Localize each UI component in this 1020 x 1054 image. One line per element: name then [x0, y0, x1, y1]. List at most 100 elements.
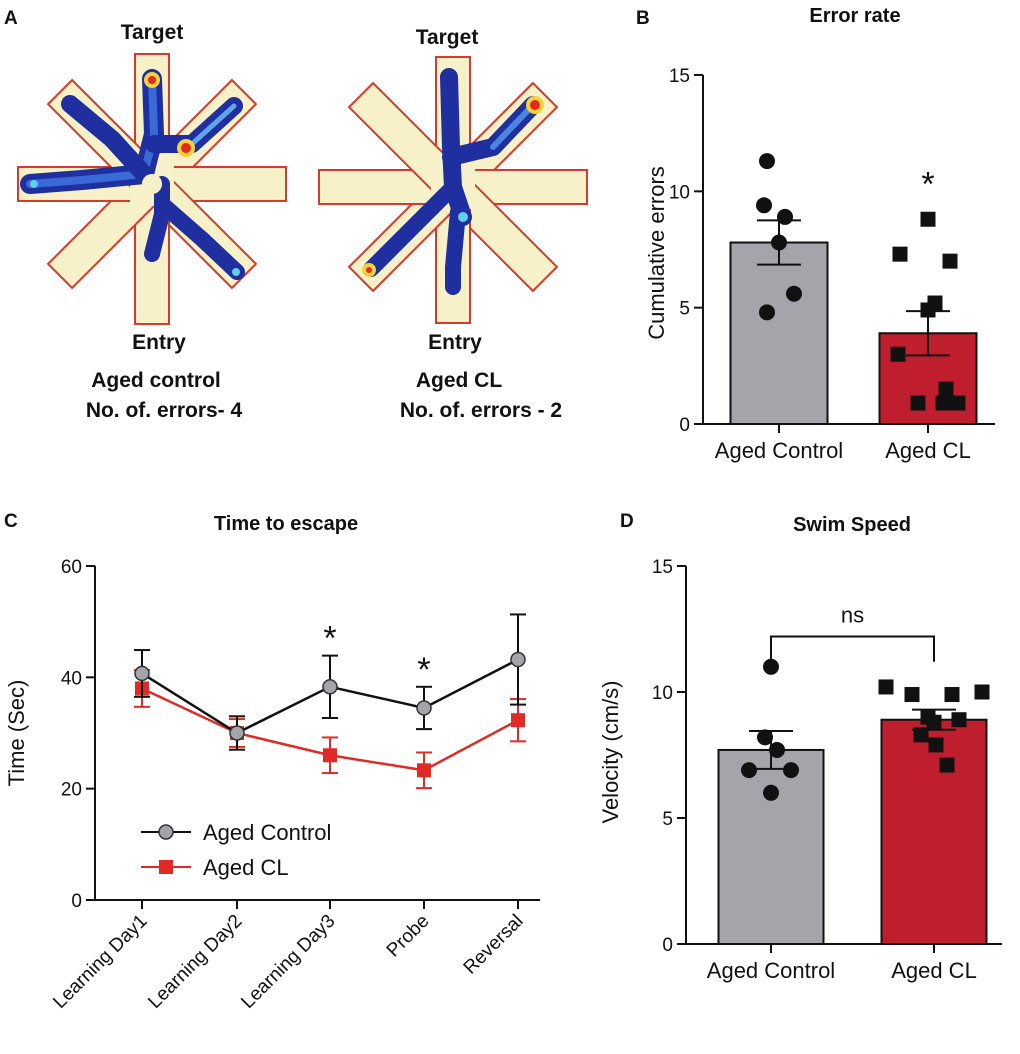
x-tick-label: Reversal: [460, 911, 528, 979]
data-point: [878, 679, 894, 695]
data-point-aged-control: [510, 651, 526, 668]
y-tick-label: 0: [679, 415, 690, 436]
data-point: [777, 208, 793, 225]
y-tick-label: 0: [71, 891, 82, 912]
x-tick-label: Aged Control: [715, 438, 843, 463]
y-tick-label: 5: [679, 299, 690, 320]
data-point: [974, 684, 990, 700]
data-point: [763, 658, 779, 675]
data-point: [938, 381, 954, 397]
maze-target-label: Target: [121, 21, 184, 44]
data-point-aged-cl: [511, 713, 525, 728]
significance-marker: *: [921, 165, 934, 203]
data-point: [904, 687, 920, 703]
legend-marker-aged-control: [158, 824, 174, 840]
data-point-aged-control: [134, 665, 150, 682]
data-point-aged-control: [229, 725, 245, 741]
x-tick-label: Learning Day3: [237, 911, 339, 1013]
x-tick-label: Aged Control: [707, 958, 835, 983]
y-tick-label: 15: [669, 66, 690, 87]
legend-label-aged-cl: Aged CL: [203, 855, 289, 880]
y-axis-label: Velocity (cm/s): [598, 680, 623, 823]
significance-bracket: [770, 635, 935, 662]
chart-plot-area: 0 5 10 15 Aged Control Aged CL ns: [652, 557, 1002, 983]
data-point: [951, 712, 967, 728]
maze-errors-label: No. of. errors - 2: [400, 399, 562, 422]
bar-aged-cl: [880, 718, 988, 945]
data-point: [759, 304, 775, 321]
panel-d: D Swim Speed Velocity (cm/s) 0 5 10 15 Aged …: [598, 511, 1002, 983]
data-point: [783, 762, 799, 779]
data-point: [944, 687, 960, 703]
data-point: [920, 302, 936, 318]
chart-title: Time to escape: [214, 513, 358, 535]
data-point: [926, 714, 942, 730]
bar-aged-control: [717, 748, 825, 946]
data-point: [892, 246, 908, 262]
data-point: [928, 737, 944, 753]
bar-aged-control: [729, 241, 829, 425]
x-tick-label: Aged CL: [885, 438, 971, 463]
maze-errors-label: No. of. errors- 4: [86, 399, 243, 422]
data-point: [741, 762, 757, 779]
significance-marker: *: [323, 620, 336, 658]
data-point: [757, 729, 773, 746]
data-point: [756, 197, 772, 214]
radial-arm-maze: [17, 53, 287, 325]
y-tick-label: 10: [652, 683, 673, 704]
legend: Aged Control Aged CL: [141, 820, 331, 880]
data-point: [920, 211, 936, 227]
y-tick-label: 10: [669, 182, 690, 203]
data-point: [935, 395, 951, 411]
data-point: [759, 153, 775, 170]
legend-marker-aged-cl: [159, 860, 173, 874]
data-point: [939, 757, 955, 773]
panel-a-label: A: [4, 8, 18, 29]
y-axis-label: Cumulative errors: [644, 166, 669, 340]
data-point: [890, 346, 906, 362]
data-point: [786, 285, 802, 302]
y-tick-label: 60: [61, 557, 82, 578]
maze-map-aged-control: Target: [17, 21, 287, 422]
heatmap-trace: [363, 68, 542, 295]
panel-b-label: B: [636, 8, 650, 29]
chart-plot-area: 0 5 10 15 Aged Control Aged CL *: [669, 66, 995, 463]
x-tick-label: Learning Day2: [144, 911, 246, 1013]
radial-arm-maze: [318, 56, 588, 324]
chart-title: Error rate: [809, 5, 900, 27]
y-tick-label: 5: [662, 809, 673, 830]
maze-group-label: Aged CL: [416, 369, 503, 392]
x-tick-label: Aged CL: [891, 958, 977, 983]
data-point: [913, 727, 929, 743]
maze-entry-label: Entry: [132, 331, 186, 354]
panel-c: C Time to escape Time (Sec) 0 20 40 60 Learn…: [4, 511, 540, 1013]
data-point: [763, 784, 779, 801]
data-point: [942, 253, 958, 269]
y-tick-label: 0: [662, 935, 673, 956]
significance-marker: *: [417, 651, 430, 689]
maze-map-aged-cl: Target: [318, 26, 588, 422]
legend-label-aged-control: Aged Control: [203, 820, 331, 845]
data-point-aged-cl: [417, 763, 431, 778]
maze-group-label: Aged control: [91, 369, 221, 392]
y-tick-label: 15: [652, 557, 673, 578]
y-tick-label: 20: [61, 780, 82, 801]
chart-title: Swim Speed: [793, 514, 911, 536]
panel-d-label: D: [620, 511, 634, 532]
data-point: [771, 234, 787, 251]
y-axis-label: Time (Sec): [4, 680, 29, 787]
panel-c-label: C: [4, 511, 18, 532]
data-point-aged-control: [416, 700, 432, 716]
data-point-aged-cl: [323, 748, 337, 763]
panel-a: A Target: [4, 8, 588, 422]
data-point: [950, 395, 966, 411]
data-point-aged-control: [322, 679, 338, 695]
x-tick-label: Probe: [383, 911, 434, 962]
y-tick-label: 40: [61, 668, 82, 689]
panel-b: B Error rate Cumulative errors 0 5 10 15 Age…: [636, 5, 995, 463]
maze-entry-label: Entry: [428, 331, 482, 354]
significance-label: ns: [841, 603, 864, 628]
data-point: [769, 741, 785, 758]
